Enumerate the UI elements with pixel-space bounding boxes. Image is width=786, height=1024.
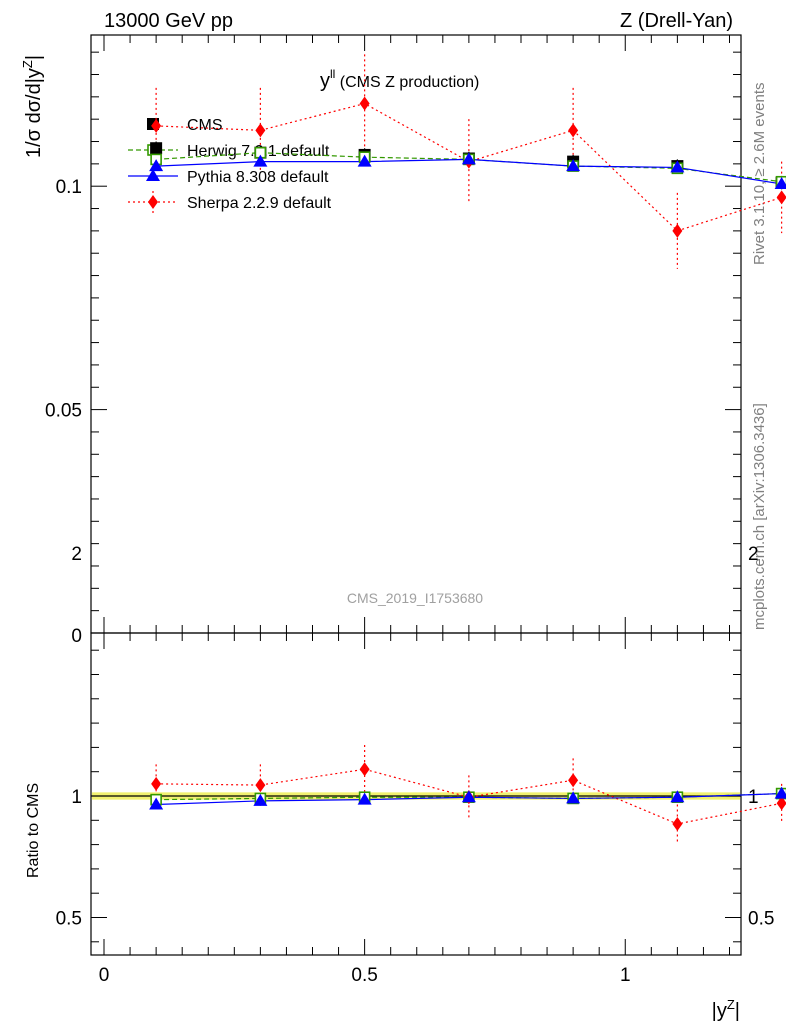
series-marker-2 <box>776 190 786 205</box>
x-axis-label: |yZ| <box>712 997 740 1022</box>
series-marker-2 <box>255 123 266 138</box>
ratio-marker-1 <box>461 790 476 803</box>
series-marker-1 <box>670 160 685 173</box>
legend-label-cms: CMS <box>187 117 223 134</box>
legend-label-sherpa: Sherpa 2.2.9 default <box>187 195 332 212</box>
series-marker-1 <box>253 154 268 167</box>
legend-label-pythia: Pythia 8.308 default <box>187 169 329 186</box>
ratio-tick-label-left: 1 <box>71 787 82 808</box>
ratio-tick-label-right: 0.5 <box>748 909 774 930</box>
ratio-marker-1 <box>774 786 786 799</box>
header-left: 13000 GeV pp <box>104 10 233 32</box>
series-marker-1 <box>566 159 581 172</box>
y-tick-label: 0.05 <box>45 401 82 422</box>
ratio-tick-label-right: 2 <box>748 544 759 565</box>
series-marker-1 <box>149 159 164 172</box>
legend-mark-1 <box>146 169 160 181</box>
ratio-marker-2 <box>672 816 683 831</box>
ratio-tick-label-right: 1 <box>748 787 759 808</box>
ratio-marker-1 <box>253 793 268 806</box>
ratio-marker-1 <box>357 792 372 805</box>
rivet-version-label: Rivet 3.1.10, ≥ 2.6M events <box>751 83 768 266</box>
series-line-0 <box>156 152 786 185</box>
x-tick-label: 1 <box>620 965 631 986</box>
header-right: Z (Drell-Yan) <box>620 10 733 32</box>
ratio-marker-2 <box>568 773 579 788</box>
ratio-marker-2 <box>359 762 370 777</box>
series-line-1 <box>156 158 786 187</box>
data-point <box>150 142 163 155</box>
series-marker-2 <box>672 223 683 238</box>
ratio-marker-2 <box>255 778 266 793</box>
y-axis-label: 1/σ dσ/d|yZ| <box>20 55 45 158</box>
ratio-line-1 <box>156 792 786 806</box>
main-series-layer <box>149 54 786 269</box>
ratio-y-axis-label: Ratio to CMS <box>25 783 42 878</box>
ratio-marker-1 <box>670 790 685 803</box>
ratio-marker-2 <box>151 776 162 791</box>
series-marker-2 <box>151 118 162 133</box>
y-tick-label: 0 <box>71 626 82 647</box>
ratio-plot-frame <box>90 632 742 956</box>
y-tick-label: 0.1 <box>56 177 82 198</box>
series-marker-1 <box>357 154 372 167</box>
ratio-marker-1 <box>149 797 164 810</box>
ratio-series-layer <box>91 744 786 844</box>
ratio-tick-label-left: 2 <box>71 544 82 565</box>
plot-title: yll (CMS Z production) <box>320 67 479 92</box>
series-marker-2 <box>359 96 370 111</box>
ratio-marker-2 <box>776 796 786 811</box>
ratio-tick-label-left: 0.5 <box>56 909 82 930</box>
x-tick-label: 0.5 <box>351 965 377 986</box>
series-marker-1 <box>461 152 476 165</box>
legend-mark-2 <box>148 195 158 209</box>
series-marker-2 <box>568 123 579 138</box>
mcplots-label: mcplots.cern.ch [arXiv:1306.3436] <box>751 403 768 630</box>
series-marker-1 <box>774 176 786 189</box>
analysis-watermark: CMS_2019_I1753680 <box>347 590 483 606</box>
ratio-marker-1 <box>566 791 581 804</box>
x-tick-label: 0 <box>99 965 110 986</box>
